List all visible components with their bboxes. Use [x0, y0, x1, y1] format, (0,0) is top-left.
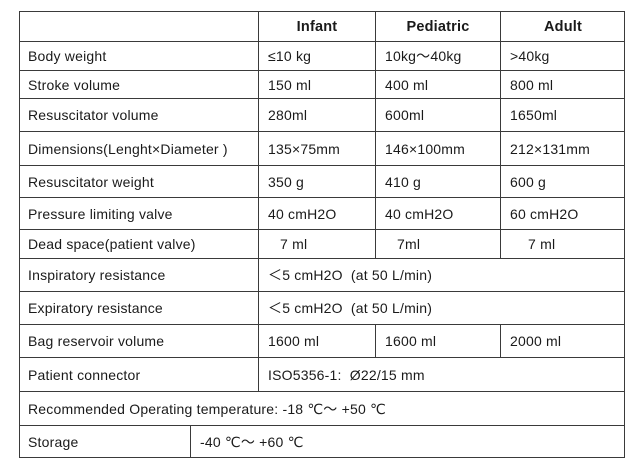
row-label-stroke-volume: Stroke volume	[28, 76, 121, 93]
cell-dead-space-pediatric: 7ml	[397, 236, 421, 252]
row-label-patient-connector: Patient connector	[28, 366, 141, 383]
row-label-dimensions: Dimensions(Lenght×Diameter )	[28, 140, 228, 157]
cell-resuscitator-weight-pediatric: 410 g	[385, 173, 422, 190]
cell-resuscitator-volume-pediatric: 600ml	[385, 107, 425, 123]
cell-resuscitator-volume-infant: 280ml	[268, 107, 308, 123]
cell-patient-connector-value: ISO5356-1: Ø22/15 mm	[268, 366, 425, 383]
row-operating-temperature: Recommended Operating temperature: -18 ℃…	[28, 400, 386, 417]
header-adult: Adult	[543, 18, 583, 35]
cell-stroke-volume-adult: 800 ml	[510, 76, 554, 93]
cell-bag-reservoir-infant: 1600 ml	[268, 333, 320, 349]
cell-dimensions-adult: 212×131mm	[510, 140, 591, 157]
cell-bag-reservoir-adult: 2000 ml	[510, 333, 562, 349]
cell-inspiratory-resistance-value: ＜5 cmH2O (at 50 L/min)	[268, 267, 433, 283]
cell-body-weight-infant: ≤10 kg	[268, 48, 312, 64]
row-label-storage: Storage	[28, 433, 79, 450]
cell-resuscitator-weight-adult: 600 g	[510, 173, 547, 190]
cell-body-weight-adult: >40kg	[510, 48, 550, 64]
cell-expiratory-resistance-value: ＜5 cmH2O (at 50 L/min)	[268, 300, 433, 316]
cell-stroke-volume-infant: 150 ml	[268, 76, 312, 93]
cell-stroke-volume-pediatric: 400 ml	[385, 76, 429, 93]
cell-pressure-limiting-valve-adult: 60 cmH2O	[510, 205, 579, 222]
header-infant: Infant	[296, 18, 338, 35]
cell-pressure-limiting-valve-pediatric: 40 cmH2O	[385, 205, 454, 222]
cell-dead-space-infant: 7 ml	[280, 236, 308, 252]
row-label-resuscitator-volume: Resuscitator volume	[28, 107, 159, 123]
cell-pressure-limiting-valve-infant: 40 cmH2O	[268, 205, 337, 222]
cell-resuscitator-weight-infant: 350 g	[268, 173, 305, 190]
header-pediatric: Pediatric	[406, 18, 470, 35]
row-label-inspiratory-resistance: Inspiratory resistance	[28, 267, 166, 283]
cell-bag-reservoir-pediatric: 1600 ml	[385, 333, 437, 349]
cell-dimensions-infant: 135×75mm	[268, 140, 341, 157]
cell-dimensions-pediatric: 146×100mm	[385, 140, 466, 157]
row-label-pressure-limiting-valve: Pressure limiting valve	[28, 205, 173, 222]
cell-storage-value: -40 ℃～ +60 ℃	[200, 433, 304, 450]
row-label-body-weight: Body weight	[28, 48, 107, 64]
cell-resuscitator-volume-adult: 1650ml	[510, 107, 558, 123]
row-label-resuscitator-weight: Resuscitator weight	[28, 173, 154, 190]
cell-body-weight-pediatric: 10kg～40kg	[385, 48, 462, 64]
cell-dead-space-adult: 7 ml	[528, 236, 556, 252]
row-label-bag-reservoir-volume: Bag reservoir volume	[28, 333, 165, 349]
row-label-dead-space: Dead space(patient valve)	[28, 236, 196, 252]
row-label-expiratory-resistance: Expiratory resistance	[28, 300, 163, 316]
